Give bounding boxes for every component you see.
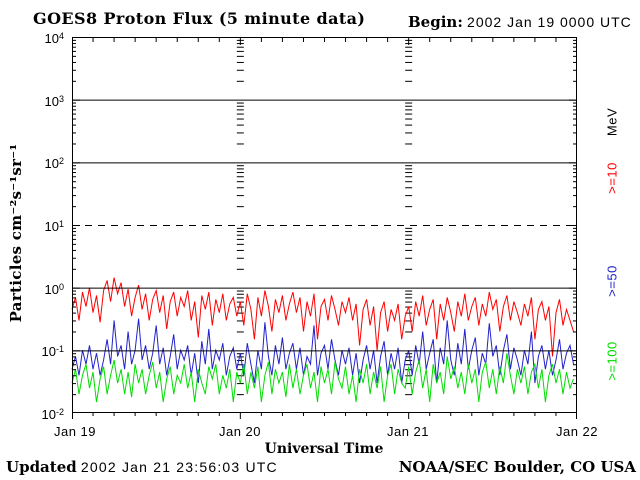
x-tick-jan19: Jan 19: [53, 424, 97, 439]
y-tick-label: 101: [44, 219, 64, 234]
chart-title: GOES8 Proton Flux (5 minute data): [33, 9, 366, 28]
x-tick-jan20: Jan 20: [218, 424, 262, 439]
begin-value: 2002 Jan 19 0000 UTC: [467, 14, 632, 30]
series-100mev-line: [71, 353, 574, 403]
x-tick-jan21: Jan 21: [386, 424, 430, 439]
updated-label: Updated: [6, 458, 77, 476]
y-tick-label: 10-1: [41, 344, 64, 360]
y-tick-label: 100: [44, 281, 64, 297]
right-axis-unit-label: MeV: [604, 107, 620, 137]
begin-label: Begin:: [408, 13, 463, 31]
y-tick-label: 10-2: [41, 407, 64, 422]
chart-canvas: [71, 37, 577, 419]
series-50mev-line: [71, 318, 574, 384]
updated-value: 2002 Jan 21 23:56:03 UTC: [80, 459, 278, 475]
y-tick-label: 103: [44, 93, 64, 109]
x-axis-title: Universal Time: [264, 441, 384, 457]
legend-gte100-label: >=100: [604, 341, 620, 381]
y-tick-label: 102: [44, 156, 64, 172]
x-tick-jan22: Jan 22: [555, 424, 599, 439]
plot-area: [71, 37, 577, 419]
begin-timestamp: Begin: 2002 Jan 19 0000 UTC: [408, 13, 632, 31]
series-10mev-line: [71, 277, 574, 357]
y-tick-label: 104: [44, 31, 64, 46]
credit-text: NOAA/SEC Boulder, CO USA: [398, 458, 636, 476]
updated-timestamp: Updated 2002 Jan 21 23:56:03 UTC: [6, 458, 278, 476]
legend-gte50-label: >=50: [604, 265, 620, 297]
legend-gte10-label: >=10: [604, 162, 620, 194]
